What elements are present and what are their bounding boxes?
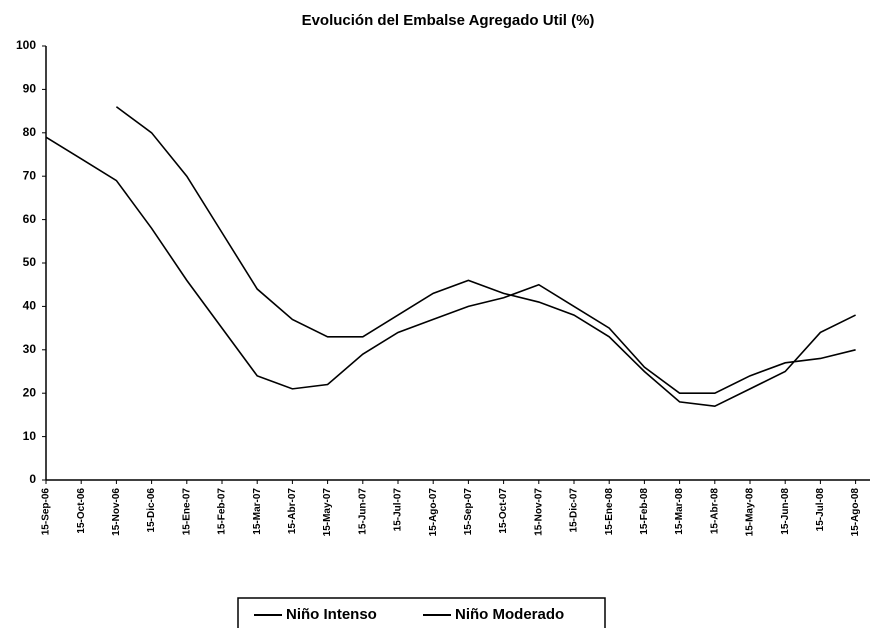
x-tick-label: 15-Jul-07 [393, 488, 404, 532]
x-tick-label: 15-Jul-08 [815, 488, 826, 532]
x-tick-label: 15-Oct-07 [498, 488, 509, 534]
y-tick-label: 80 [23, 125, 37, 139]
legend-label: Niño Moderado [455, 606, 564, 623]
series-line [45, 136, 856, 394]
x-tick-label: 15-Feb-08 [639, 488, 650, 535]
x-tick-label: 15-Sep-06 [41, 488, 52, 536]
legend-box [237, 597, 606, 628]
x-tick-label: 15-May-08 [745, 488, 756, 537]
x-tick-label: 15-Mar-07 [252, 488, 263, 535]
x-tick-label: 15-Jun-07 [357, 488, 368, 535]
x-tick-label: 15-Abr-07 [287, 488, 298, 535]
x-tick-label: 15-Dic-06 [146, 488, 157, 533]
x-tick-label: 15-Oct-06 [76, 488, 87, 534]
x-tick-label: 15-Ago-07 [428, 488, 439, 537]
y-tick-label: 40 [23, 299, 37, 313]
y-tick-label: 60 [23, 212, 37, 226]
y-tick-label: 30 [23, 342, 37, 356]
x-tick-label: 15-Jun-08 [780, 488, 791, 535]
legend-label: Niño Intenso [286, 606, 377, 623]
y-tick-label: 0 [29, 472, 36, 486]
y-tick-label: 100 [16, 38, 36, 52]
x-tick-label: 15-Dic-07 [569, 488, 580, 533]
y-tick-label: 90 [23, 82, 37, 96]
y-tick-label: 10 [23, 429, 37, 443]
x-tick-label: 15-Sep-07 [463, 488, 474, 536]
x-tick-label: 15-May-07 [322, 488, 333, 537]
x-tick-label: 15-Ene-08 [604, 488, 615, 536]
x-tick-label: 15-Feb-07 [217, 488, 228, 535]
x-tick-label: 15-Abr-08 [709, 488, 720, 535]
x-tick-label: 15-Ago-08 [850, 488, 861, 537]
x-tick-label: 15-Ene-07 [181, 488, 192, 536]
x-tick-label: 15-Nov-07 [533, 488, 544, 536]
y-tick-label: 20 [23, 385, 37, 399]
y-tick-label: 70 [23, 168, 37, 182]
y-tick-label: 50 [23, 255, 37, 269]
x-tick-label: 15-Nov-06 [111, 488, 122, 536]
x-tick-label: 15-Mar-08 [674, 488, 685, 535]
series-line [115, 106, 856, 408]
chart-title: Evolución del Embalse Agregado Util (%) [302, 12, 595, 29]
